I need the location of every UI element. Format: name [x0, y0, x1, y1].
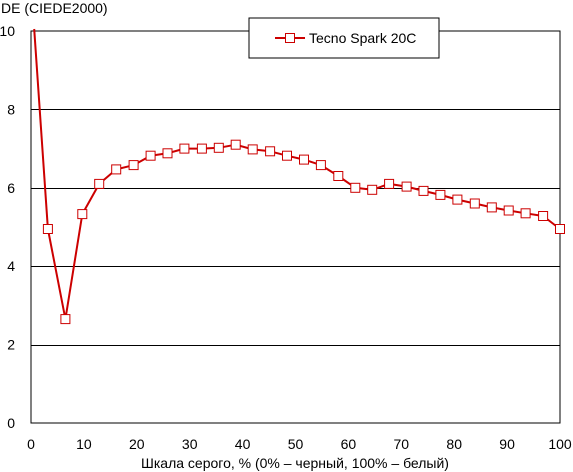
- data-point: [555, 224, 565, 234]
- data-point: [435, 189, 446, 200]
- x-tick-label: 40: [235, 436, 251, 452]
- x-tick-label: 60: [341, 436, 357, 452]
- data-point: [350, 182, 361, 193]
- data-point: [486, 202, 497, 213]
- data-point: [128, 160, 139, 171]
- data-point: [265, 146, 276, 157]
- data-point: [179, 143, 190, 154]
- x-tick-label: 20: [129, 436, 145, 452]
- data-point: [60, 314, 71, 325]
- y-tick-labels: 0 2 4 6 8 10: [0, 23, 15, 431]
- data-point: [247, 144, 258, 155]
- y-tick-label: 8: [7, 101, 15, 117]
- data-point: [469, 198, 480, 209]
- x-tick-label: 50: [288, 436, 304, 452]
- data-point: [333, 171, 344, 181]
- legend-label: Tecno Spark 20C: [309, 30, 416, 46]
- grid-lines: [31, 109, 560, 346]
- y-tick-label: 4: [7, 258, 15, 274]
- data-point: [520, 208, 531, 219]
- x-tick-label: 0: [27, 436, 35, 452]
- x-tick-label: 100: [548, 436, 572, 452]
- y-tick-label: 10: [0, 23, 15, 39]
- data-point: [282, 150, 292, 161]
- data-point: [196, 143, 207, 154]
- data-point: [299, 154, 309, 165]
- x-tick-label: 70: [394, 436, 410, 452]
- data-point: [367, 184, 378, 195]
- data-point: [230, 139, 241, 150]
- y-tick-label: 0: [7, 415, 15, 431]
- plot-area: [30, 30, 561, 424]
- data-point: [384, 178, 395, 189]
- data-point: [162, 148, 173, 159]
- legend-marker: [285, 33, 295, 43]
- x-tick-label: 30: [182, 436, 198, 452]
- data-point: [111, 164, 122, 175]
- data-point: [145, 150, 156, 161]
- y-axis-title: DE (CIEDE2000): [1, 0, 108, 16]
- data-point: [42, 224, 53, 234]
- data-point: [401, 181, 412, 192]
- legend: Tecno Spark 20C: [248, 17, 440, 59]
- data-point: [315, 160, 326, 171]
- y-tick-label: 6: [7, 180, 15, 196]
- data-point: [538, 211, 549, 221]
- x-tick-labels: 0 10 20 30 40 50 60 70 80 90 100: [27, 436, 572, 452]
- data-point: [452, 194, 463, 205]
- data-point: [94, 178, 105, 189]
- data-point: [77, 209, 88, 220]
- data-point: [418, 185, 429, 196]
- series-layer: [33, 28, 565, 325]
- x-axis-title: Шкала серого, % (0% – черный, 100% – бел…: [141, 455, 449, 471]
- x-tick-label: 80: [446, 436, 462, 452]
- x-tick-label: 10: [76, 436, 92, 452]
- data-point: [213, 142, 224, 153]
- data-point: [503, 205, 514, 216]
- y-tick-label: 2: [7, 337, 15, 353]
- x-tick-label: 90: [499, 436, 515, 452]
